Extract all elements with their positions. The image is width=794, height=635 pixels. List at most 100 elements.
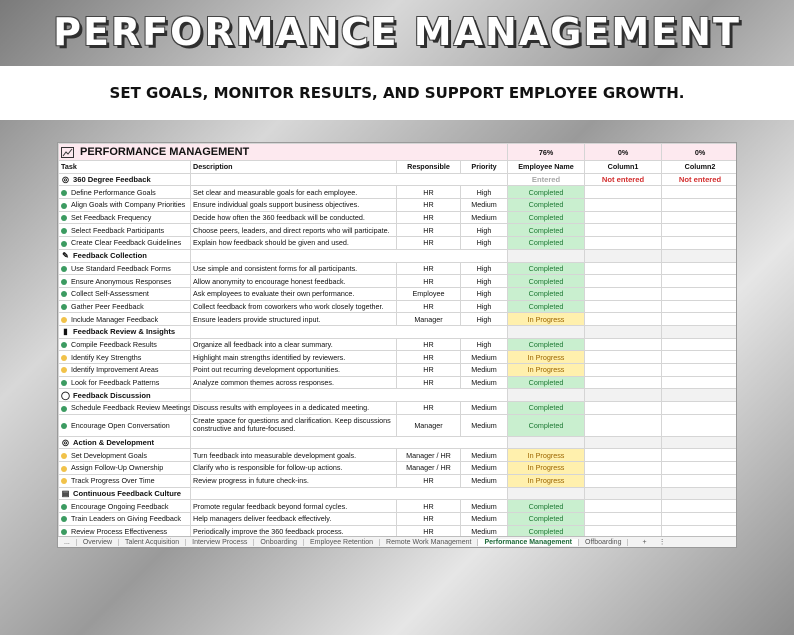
empty-cell[interactable] — [661, 223, 736, 238]
responsible-cell[interactable]: Manager — [396, 312, 461, 326]
priority-cell[interactable]: Medium — [459, 198, 509, 212]
priority-cell[interactable]: Medium — [459, 461, 509, 475]
empty-cell[interactable] — [584, 210, 663, 225]
status-cell[interactable]: Completed — [507, 375, 586, 390]
task-cell[interactable]: Set Development Goals — [58, 448, 191, 463]
task-cell[interactable]: Align Goals with Company Priorities — [58, 198, 191, 212]
description-cell[interactable]: Choose peers, leaders, and direct report… — [190, 223, 397, 238]
task-cell[interactable]: Collect Self-Assessment — [58, 286, 191, 301]
column1-entry-status[interactable]: Not entered — [584, 172, 663, 187]
responsible-cell[interactable]: HR — [396, 511, 461, 526]
task-cell[interactable]: Look for Feedback Patterns — [58, 375, 191, 390]
empty-cell[interactable] — [584, 413, 663, 437]
responsible-cell[interactable]: Manager — [396, 413, 461, 437]
empty-cell[interactable] — [661, 299, 736, 314]
empty-cell[interactable] — [661, 312, 736, 326]
add-sheet-button[interactable]: + — [642, 538, 647, 546]
status-cell[interactable]: In Progress — [507, 363, 586, 377]
empty-cell[interactable] — [661, 236, 736, 250]
empty-cell[interactable] — [584, 401, 663, 415]
status-cell[interactable]: Completed — [507, 511, 586, 526]
priority-cell[interactable]: High — [459, 185, 509, 200]
task-cell[interactable]: Use Standard Feedback Forms — [58, 261, 191, 276]
task-cell[interactable]: Train Leaders on Giving Feedback — [58, 511, 191, 526]
empty-cell[interactable] — [661, 210, 736, 225]
description-cell[interactable]: Discuss results with employees in a dedi… — [190, 401, 397, 415]
responsible-cell[interactable]: HR — [396, 363, 461, 377]
section-empty-cell[interactable] — [584, 248, 663, 263]
empty-cell[interactable] — [584, 375, 663, 390]
header-priority[interactable]: Priority — [459, 160, 509, 174]
section-empty-cell[interactable] — [661, 435, 736, 450]
priority-cell[interactable]: Medium — [459, 499, 509, 513]
status-cell[interactable]: Completed — [507, 210, 586, 225]
status-cell[interactable]: Completed — [507, 261, 586, 276]
priority-cell[interactable]: Medium — [459, 413, 509, 437]
responsible-cell[interactable]: HR — [396, 375, 461, 390]
responsible-cell[interactable]: HR — [396, 236, 461, 250]
description-cell[interactable]: Explain how feedback should be given and… — [190, 236, 397, 250]
section-empty-cell[interactable] — [507, 248, 586, 263]
section-empty-cell[interactable] — [584, 435, 663, 450]
status-cell[interactable]: In Progress — [507, 473, 586, 488]
description-cell[interactable]: Ask employees to evaluate their own perf… — [190, 286, 397, 301]
section-title-cell[interactable]: ▤ Continuous Feedback Culture — [58, 486, 191, 501]
empty-cell[interactable] — [661, 511, 736, 526]
empty-cell[interactable] — [584, 223, 663, 238]
status-cell[interactable]: In Progress — [507, 350, 586, 364]
empty-cell[interactable] — [661, 185, 736, 200]
status-cell[interactable]: Completed — [507, 236, 586, 250]
empty-cell[interactable] — [584, 185, 663, 200]
description-cell[interactable]: Collect feedback from coworkers who work… — [190, 299, 397, 314]
responsible-cell[interactable]: HR — [396, 401, 461, 415]
status-cell[interactable]: Completed — [507, 223, 586, 238]
status-cell[interactable]: Completed — [507, 286, 586, 301]
empty-cell[interactable] — [661, 499, 736, 513]
section-title-cell[interactable]: ▮ Feedback Review & Insights — [58, 324, 191, 339]
description-cell[interactable]: Clarify who is responsible for follow-up… — [190, 461, 397, 475]
description-cell[interactable]: Create space for questions and clarifica… — [190, 413, 397, 437]
empty-cell[interactable] — [584, 337, 663, 352]
empty-cell[interactable] — [584, 363, 663, 377]
tab-ellipsis[interactable]: ... — [58, 538, 77, 546]
status-cell[interactable]: Completed — [507, 337, 586, 352]
status-cell[interactable]: Completed — [507, 198, 586, 212]
description-cell[interactable]: Review progress in future check-ins. — [190, 473, 397, 488]
status-cell[interactable]: Completed — [507, 401, 586, 415]
status-cell[interactable]: In Progress — [507, 448, 586, 463]
responsible-cell[interactable]: HR — [396, 223, 461, 238]
tab-talent-acquisition[interactable]: Talent Acquisition — [119, 538, 187, 546]
employee-percent[interactable]: 76% — [507, 143, 586, 161]
description-cell[interactable]: Use simple and consistent forms for all … — [190, 261, 397, 276]
task-cell[interactable]: Identify Key Strengths — [58, 350, 191, 364]
tab-onboarding[interactable]: Onboarding — [254, 538, 304, 546]
task-cell[interactable]: Set Feedback Frequency — [58, 210, 191, 225]
empty-cell[interactable] — [661, 274, 736, 288]
status-cell[interactable]: In Progress — [507, 461, 586, 475]
description-cell[interactable]: Ensure leaders provide structured input. — [190, 312, 397, 326]
section-empty-cell[interactable] — [661, 324, 736, 339]
priority-cell[interactable]: Medium — [459, 473, 509, 488]
priority-cell[interactable]: High — [459, 286, 509, 301]
task-cell[interactable]: Identify Improvement Areas — [58, 363, 191, 377]
description-cell[interactable]: Allow anonymity to encourage honest feed… — [190, 274, 397, 288]
empty-cell[interactable] — [584, 350, 663, 364]
responsible-cell[interactable]: HR — [396, 210, 461, 225]
empty-cell[interactable] — [661, 337, 736, 352]
more-options-icon[interactable]: ⋮ — [658, 539, 666, 546]
status-cell[interactable]: Completed — [507, 413, 586, 437]
responsible-cell[interactable]: HR — [396, 198, 461, 212]
task-cell[interactable]: Compile Feedback Results — [58, 337, 191, 352]
empty-cell[interactable] — [661, 198, 736, 212]
empty-cell[interactable] — [661, 413, 736, 437]
empty-cell[interactable] — [584, 198, 663, 212]
section-title-cell[interactable]: ◎ Action & Development — [58, 435, 191, 450]
empty-cell[interactable] — [661, 401, 736, 415]
description-cell[interactable]: Point out recurring development opportun… — [190, 363, 397, 377]
description-cell[interactable]: Set clear and measurable goals for each … — [190, 185, 397, 200]
header-employee-name[interactable]: Employee Name — [507, 160, 586, 174]
tab-offboarding[interactable]: Offboarding — [579, 538, 629, 546]
task-cell[interactable]: Ensure Anonymous Responses — [58, 274, 191, 288]
description-cell[interactable]: Turn feedback into measurable developmen… — [190, 448, 397, 463]
empty-cell[interactable] — [661, 375, 736, 390]
